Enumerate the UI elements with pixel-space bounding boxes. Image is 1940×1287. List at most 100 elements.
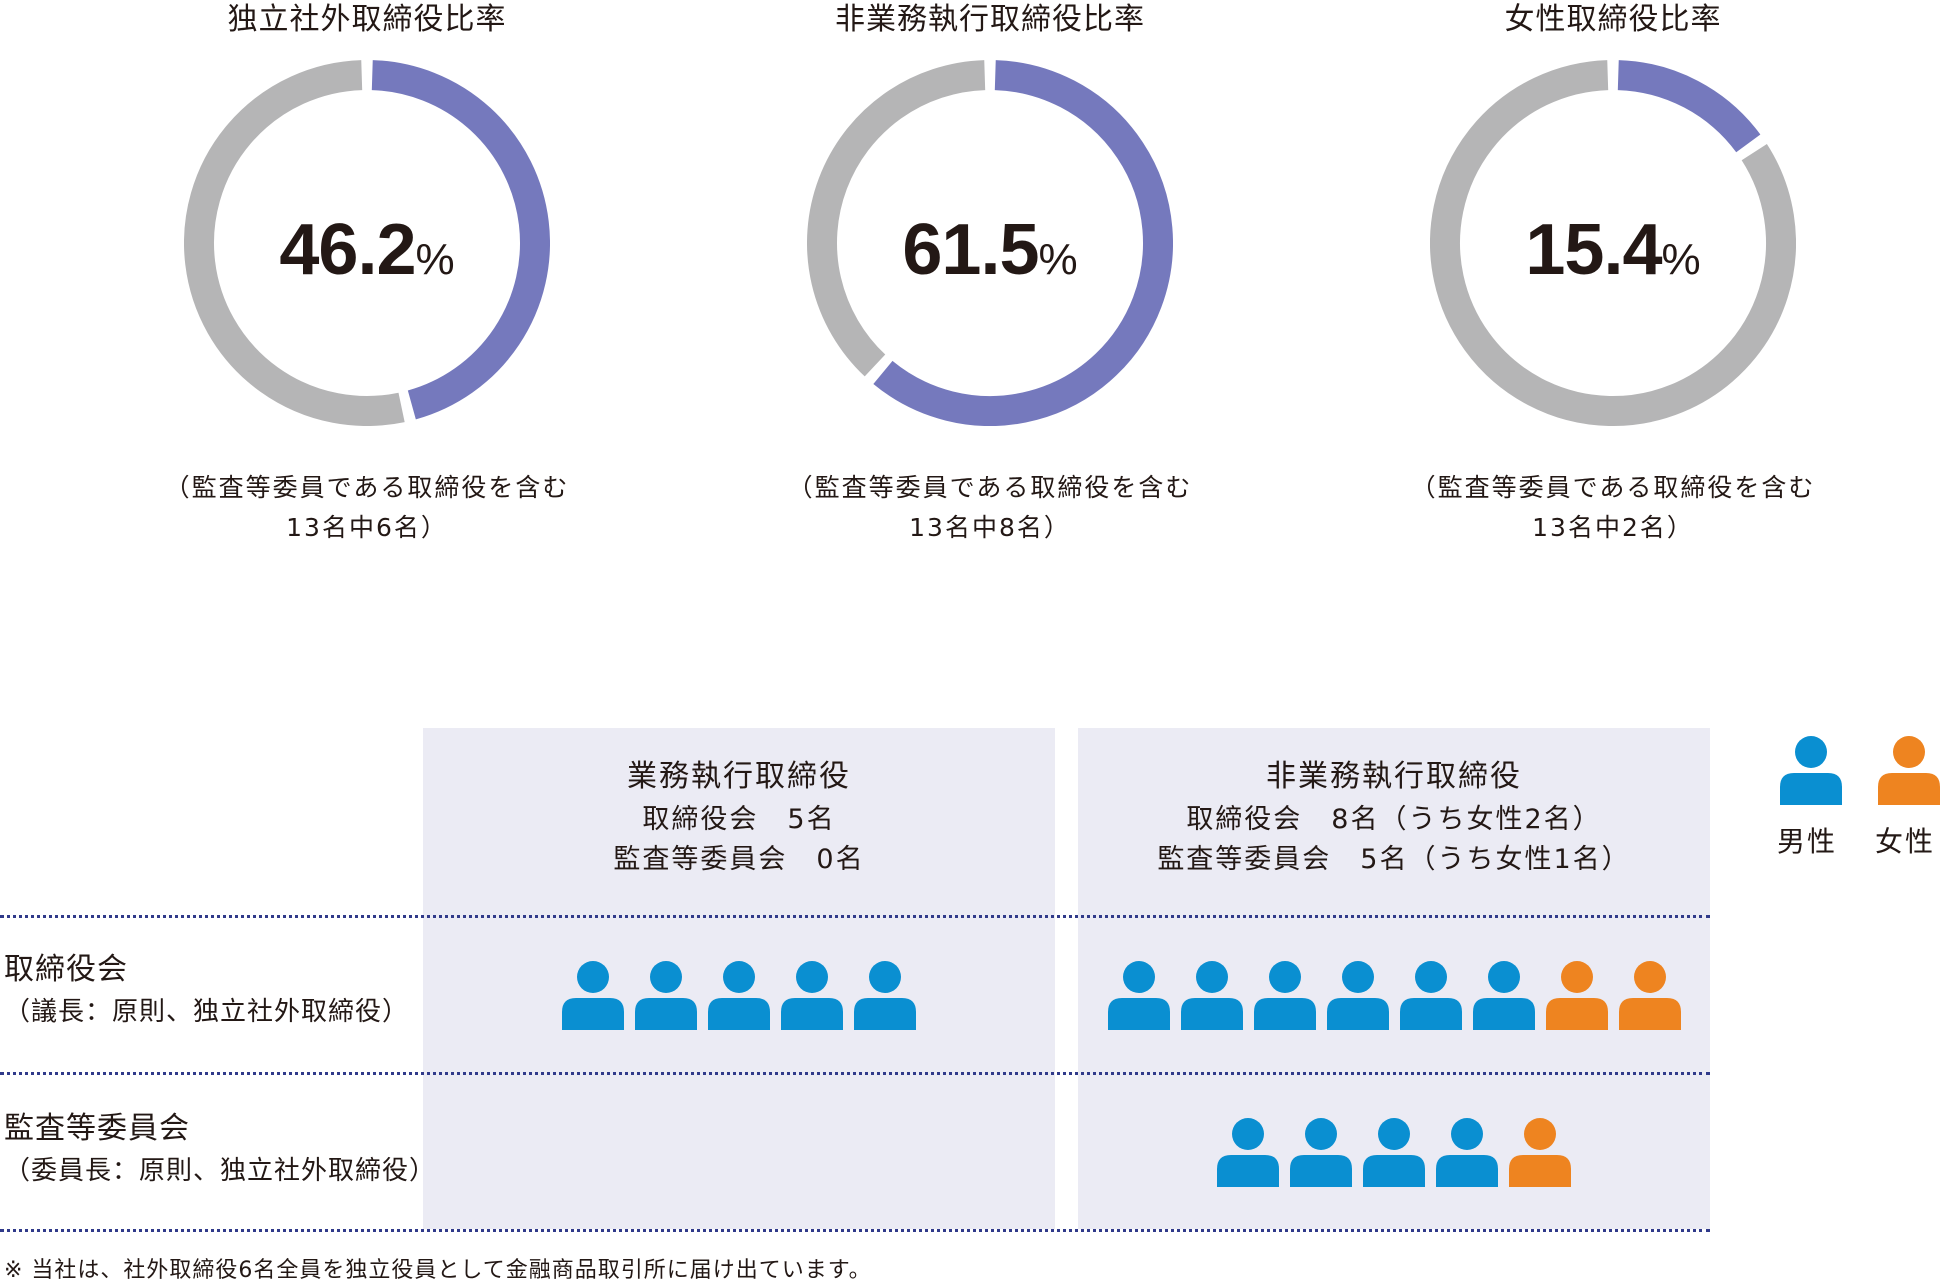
row-subtitle: （委員長：原則、独立社外取締役） <box>4 1156 437 1186</box>
male-icon-body <box>1400 998 1462 1030</box>
male-icon-body <box>1327 998 1389 1030</box>
female-person-icon <box>1878 736 1940 805</box>
male-icon-head <box>1488 961 1520 993</box>
male-person-icon <box>1181 961 1243 1030</box>
donut-value-arc <box>1617 60 1761 153</box>
female-icon-head <box>1634 961 1666 993</box>
footnote: ※ 当社は、社外取締役6名全員を独立役員として金融商品取引所に届け出ています。 <box>4 1258 872 1283</box>
male-icon-body <box>562 998 624 1030</box>
column-committee-count: 監査等委員会 0名 <box>613 844 865 875</box>
male-icon-body <box>1181 998 1243 1030</box>
column-board-count: 取締役会 8名（うち女性2名） <box>1186 804 1602 835</box>
donut-value-arc <box>371 60 550 420</box>
male-icon-body <box>1436 1155 1498 1187</box>
donut-note: （監査等委員である取締役を含む 13名中2名） <box>1393 468 1833 548</box>
female-icon-body <box>1878 773 1940 805</box>
male-person-icon <box>1217 1118 1279 1187</box>
male-person-icon <box>1436 1118 1498 1187</box>
male-icon-body <box>1780 773 1842 805</box>
male-icon-head <box>723 961 755 993</box>
column-title: 非業務執行取締役 <box>1266 759 1522 794</box>
male-icon-body <box>1473 998 1535 1030</box>
female-icon-body <box>1546 998 1608 1030</box>
donut-note-line2: 13名中6名） <box>286 513 448 542</box>
male-icon-head <box>650 961 682 993</box>
donut-ring <box>184 60 550 426</box>
row-divider <box>0 1072 1710 1075</box>
male-icon-body <box>781 998 843 1030</box>
male-icon-head <box>1378 1118 1410 1150</box>
donut-percent: 15.4 <box>1525 210 1662 290</box>
male-icon-head <box>577 961 609 993</box>
donut-note: （監査等委員である取締役を含む 13名中8名） <box>770 468 1210 548</box>
male-icon-head <box>1123 961 1155 993</box>
column-board-count: 取締役会 5名 <box>642 804 836 835</box>
male-icon-body <box>1254 998 1316 1030</box>
male-person-icon <box>708 961 770 1030</box>
male-icon-body <box>1363 1155 1425 1187</box>
donut-percent: 46.2 <box>279 210 416 290</box>
row-subtitle: （議長：原則、独立社外取締役） <box>4 997 410 1027</box>
male-icon-head <box>1305 1118 1337 1150</box>
donut-value: 15.4% <box>1393 210 1833 309</box>
male-person-icon <box>1363 1118 1425 1187</box>
male-icon-body <box>1290 1155 1352 1187</box>
female-icon-head <box>1561 961 1593 993</box>
male-icon-body <box>708 998 770 1030</box>
male-person-icon <box>562 961 624 1030</box>
non-executive-column-header: 非業務執行取締役 取締役会 8名（うち女性2名） 監査等委員会 5名（うち女性1… <box>1078 754 1710 880</box>
female-person-icon <box>1509 1118 1571 1187</box>
male-person-icon <box>1327 961 1389 1030</box>
row-title: 取締役会 <box>4 952 128 987</box>
male-icon-head <box>1451 1118 1483 1150</box>
male-icon-body <box>854 998 916 1030</box>
male-person-icon <box>781 961 843 1030</box>
male-person-icon <box>1290 1118 1352 1187</box>
legend-female-label: 女性 <box>1875 825 1936 858</box>
male-person-icon <box>1473 961 1535 1030</box>
donut-unit: % <box>415 235 455 284</box>
row-title: 監査等委員会 <box>4 1111 190 1146</box>
donut-note-line2: 13名中8名） <box>909 513 1071 542</box>
male-person-icon <box>1254 961 1316 1030</box>
donut-unit: % <box>1661 235 1701 284</box>
female-icon-head <box>1524 1118 1556 1150</box>
male-icon-head <box>1415 961 1447 993</box>
row-label-audit-committee: 監査等委員会 （委員長：原則、独立社外取締役） <box>4 1107 436 1191</box>
row-divider <box>0 1229 1710 1232</box>
donut-remainder-arc <box>1430 60 1796 426</box>
donut-title: 独立社外取締役比率 <box>227 2 507 37</box>
donut-title: 女性取締役比率 <box>1504 2 1722 37</box>
male-person-icon <box>1108 961 1170 1030</box>
legend-male-label: 男性 <box>1777 825 1838 858</box>
row-label-board: 取締役会 （議長：原則、独立社外取締役） <box>4 948 409 1032</box>
female-icon-head <box>1893 736 1925 768</box>
male-person-icon <box>1780 736 1842 805</box>
donut-note-line2: 13名中2名） <box>1532 513 1694 542</box>
donut-note: （監査等委員である取締役を含む 13名中6名） <box>147 468 587 548</box>
donut-ring <box>1430 60 1796 426</box>
donut-unit: % <box>1038 235 1078 284</box>
donut-note-line1: （監査等委員である取締役を含む <box>1410 473 1816 502</box>
male-icon-head <box>869 961 901 993</box>
male-icon-head <box>1342 961 1374 993</box>
donut-remainder-arc <box>807 60 986 377</box>
female-icon-body <box>1619 998 1681 1030</box>
male-person-icon <box>635 961 697 1030</box>
male-icon-head <box>1269 961 1301 993</box>
donut-ring <box>807 60 1173 426</box>
row-divider <box>0 915 1710 918</box>
column-committee-count: 監査等委員会 5名（うち女性1名） <box>1157 844 1631 875</box>
donut-value: 61.5% <box>770 210 1210 309</box>
male-icon-head <box>1196 961 1228 993</box>
donut-title: 非業務執行取締役比率 <box>835 2 1145 37</box>
male-icon-body <box>1217 1155 1279 1187</box>
donut-note-line1: （監査等委員である取締役を含む <box>787 473 1193 502</box>
donut-value: 46.2% <box>147 210 587 309</box>
donut-note-line1: （監査等委員である取締役を含む <box>164 473 570 502</box>
donut-value-arc <box>873 60 1173 426</box>
female-icon-body <box>1509 1155 1571 1187</box>
female-person-icon <box>1546 961 1608 1030</box>
column-title: 業務執行取締役 <box>627 759 851 794</box>
male-icon-head <box>1232 1118 1264 1150</box>
